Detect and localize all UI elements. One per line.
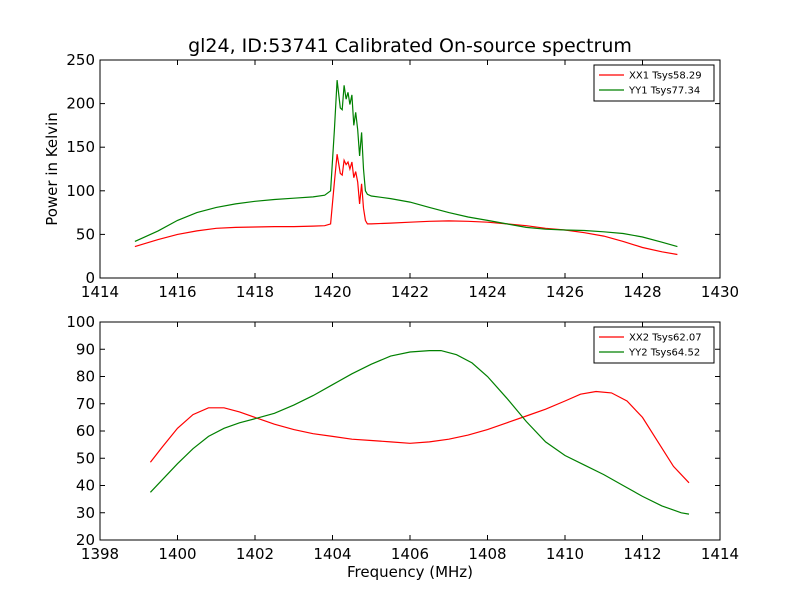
y-tick-label: 0 (85, 269, 95, 287)
y-tick-label: 100 (66, 313, 95, 331)
legend-box (593, 326, 715, 364)
x-tick-label: 1408 (468, 545, 506, 563)
y-tick-label: 70 (76, 395, 95, 413)
y-tick-label: 100 (66, 182, 95, 200)
series-line-1-2 (134, 80, 678, 248)
y-tick-label: 30 (76, 504, 95, 522)
y-tick-label: 20 (76, 531, 95, 549)
x-tick-label: 1426 (546, 283, 584, 301)
x-tick-label: 1414 (81, 283, 119, 301)
legend: XX1 Tsys58.29 YY1 Tsys77.34 (593, 64, 715, 102)
x-tick-label: 1428 (623, 283, 661, 301)
x-tick-label: 1400 (158, 545, 196, 563)
x-tick-label: 1420 (313, 283, 351, 301)
y-tick-label: 250 (66, 51, 95, 69)
legend-box (593, 64, 715, 102)
x-tick-label: 1410 (546, 545, 584, 563)
series-line-2-2 (149, 350, 690, 515)
x-tick-label: 1424 (468, 283, 506, 301)
legend-entry: XX2 Tsys62.07 (629, 333, 702, 344)
x-tick-label: 1418 (236, 283, 274, 301)
y-tick-label: 200 (66, 95, 95, 113)
y-tick-label: 50 (76, 225, 95, 243)
series-line-2-1 (149, 390, 690, 484)
x-tick-label: 1406 (391, 545, 429, 563)
x-tick-label: 1402 (236, 545, 274, 563)
x-tick-label: 1414 (701, 545, 739, 563)
y-tick-label: 80 (76, 368, 95, 386)
x-axis-label: Frequency (MHz) (347, 563, 473, 581)
legend: XX2 Tsys62.07 YY2 Tsys64.52 (593, 326, 715, 364)
legend-entry: YY2 Tsys64.52 (628, 348, 700, 359)
bottom-panel: 1398 1400 1402 1404 1406 1408 1410 1412 1414 20 30… (66, 313, 739, 563)
x-tick-label: 1412 (623, 545, 661, 563)
y-tick-label: 150 (66, 138, 95, 156)
x-tick-label: 1416 (158, 283, 196, 301)
x-tick-label: 1430 (701, 283, 739, 301)
x-tick-label: 1398 (81, 545, 119, 563)
y-tick-label: 90 (76, 340, 95, 358)
legend-entry: YY1 Tsys77.34 (628, 86, 700, 97)
x-tick-label: 1404 (313, 545, 351, 563)
y-axis-label: Power in Kelvin (43, 112, 61, 226)
x-tick-label: 1422 (391, 283, 429, 301)
chart-title: gl24, ID:53741 Calibrated On-source spec… (188, 35, 632, 57)
y-tick-label: 40 (76, 477, 95, 495)
y-tick-label: 50 (76, 449, 95, 467)
y-tick-label: 60 (76, 422, 95, 440)
top-panel: 1414 1416 1418 1420 1422 1424 1426 1428 1430 0 50 1… (66, 51, 739, 301)
series-line-1-1 (134, 154, 678, 256)
legend-entry: XX1 Tsys58.29 (629, 71, 702, 82)
